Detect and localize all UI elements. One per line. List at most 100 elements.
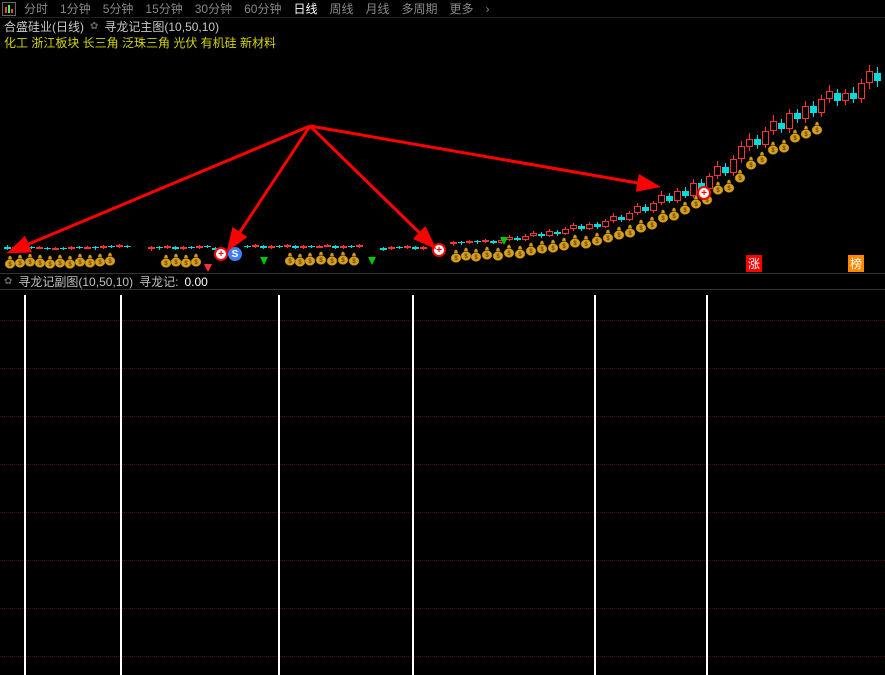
tab-10[interactable]: 更多 bbox=[444, 2, 480, 16]
candle bbox=[450, 242, 457, 244]
candle bbox=[116, 245, 123, 247]
candle bbox=[666, 196, 673, 201]
candle bbox=[714, 166, 721, 176]
sub-indicator-name: 寻龙记副图(10,50,10) bbox=[18, 273, 133, 290]
candle bbox=[84, 247, 91, 249]
tab-3[interactable]: 15分钟 bbox=[139, 2, 188, 16]
candle bbox=[546, 231, 553, 236]
candle bbox=[682, 191, 689, 196]
candle bbox=[28, 247, 35, 248]
candle bbox=[180, 247, 187, 249]
candle bbox=[60, 248, 67, 249]
sub-chart[interactable] bbox=[0, 289, 885, 675]
arrow-down-icon bbox=[204, 264, 212, 272]
candle bbox=[562, 229, 569, 234]
candle bbox=[396, 247, 403, 248]
candle bbox=[850, 93, 857, 99]
sector-tags: 化工 浙江板块 长三角 泛珠三角 光伏 有机硅 新材料 bbox=[0, 34, 885, 51]
grid-line bbox=[0, 608, 885, 609]
candle bbox=[754, 139, 761, 145]
candle bbox=[586, 224, 593, 229]
moneybag-icon: $ bbox=[348, 252, 360, 266]
tab-4[interactable]: 30分钟 bbox=[189, 2, 238, 16]
signal-marker: S bbox=[228, 247, 242, 261]
candle bbox=[674, 191, 681, 201]
candle bbox=[786, 113, 793, 129]
candle bbox=[530, 233, 537, 236]
candle bbox=[308, 246, 315, 247]
candle bbox=[874, 73, 881, 81]
candle bbox=[404, 246, 411, 248]
main-chart[interactable]: $$$$$$$$$$$$$$$$$$$$$$$$$$$$$$$$$$$$$$$$… bbox=[0, 51, 885, 273]
candle bbox=[722, 167, 729, 173]
candle bbox=[300, 246, 307, 248]
candle bbox=[204, 246, 211, 247]
tab-5[interactable]: 60分钟 bbox=[238, 2, 287, 16]
signal-marker: + bbox=[214, 247, 228, 261]
candle bbox=[332, 246, 339, 248]
candle bbox=[826, 91, 833, 99]
candle bbox=[538, 234, 545, 236]
candle bbox=[196, 246, 203, 248]
grid-line bbox=[0, 368, 885, 369]
candle bbox=[252, 245, 259, 247]
gear-icon[interactable]: ✿ bbox=[4, 276, 12, 287]
badge: 榜 bbox=[848, 255, 864, 272]
main-indicator-name: 寻龙记主图(10,50,10) bbox=[104, 18, 219, 35]
arrow-down-icon bbox=[260, 257, 268, 265]
candle bbox=[92, 247, 99, 248]
candle bbox=[770, 121, 777, 131]
tab-1[interactable]: 1分钟 bbox=[54, 2, 97, 16]
sub-value-label: 寻龙记: bbox=[139, 273, 178, 290]
candle bbox=[284, 245, 291, 247]
candle bbox=[490, 241, 497, 243]
candle bbox=[570, 225, 577, 229]
chart-type-icon[interactable] bbox=[2, 2, 16, 16]
gear-icon[interactable]: ✿ bbox=[90, 21, 98, 32]
tab-2[interactable]: 5分钟 bbox=[97, 2, 140, 16]
indicator-bar bbox=[412, 295, 414, 675]
candle bbox=[610, 216, 617, 221]
candle bbox=[650, 203, 657, 211]
signal-marker: + bbox=[697, 186, 711, 200]
candle bbox=[642, 207, 649, 211]
sub-header: ✿ 寻龙记副图(10,50,10) 寻龙记: 0.00 bbox=[0, 273, 885, 289]
tab-9[interactable]: 多周期 bbox=[396, 2, 444, 16]
candle bbox=[164, 246, 171, 248]
indicator-bar bbox=[24, 295, 26, 675]
candle bbox=[260, 246, 267, 248]
candle bbox=[380, 248, 387, 250]
candle bbox=[52, 248, 59, 250]
arrow-down-icon bbox=[500, 237, 508, 245]
tab-0[interactable]: 分时 bbox=[18, 2, 54, 16]
badge: 涨 bbox=[746, 255, 762, 272]
candle bbox=[794, 113, 801, 119]
grid-line bbox=[0, 320, 885, 321]
timeframe-tabs: 分时1分钟5分钟15分钟30分钟60分钟日线周线月线多周期更多› bbox=[0, 0, 885, 18]
candle bbox=[842, 93, 849, 101]
candle bbox=[76, 247, 83, 248]
indicator-bar bbox=[120, 295, 122, 675]
candle bbox=[412, 247, 419, 249]
grid-line bbox=[0, 512, 885, 513]
stock-name: 合盛硅业(日线) bbox=[4, 18, 84, 35]
candle bbox=[68, 247, 75, 249]
candle bbox=[420, 247, 427, 249]
candle bbox=[594, 224, 601, 227]
indicator-bar bbox=[278, 295, 280, 675]
candle bbox=[602, 221, 609, 227]
tab-8[interactable]: 月线 bbox=[360, 2, 396, 16]
candle bbox=[20, 246, 27, 248]
candle bbox=[626, 213, 633, 220]
candle bbox=[778, 123, 785, 129]
moneybag-icon: $ bbox=[734, 169, 746, 183]
candle bbox=[268, 246, 275, 248]
tab-6[interactable]: 日线 bbox=[287, 2, 323, 16]
sub-value: 0.00 bbox=[184, 275, 207, 289]
candle bbox=[738, 146, 745, 159]
tab-7[interactable]: 周线 bbox=[323, 2, 359, 16]
candle bbox=[36, 247, 43, 249]
tab-more-icon[interactable]: › bbox=[480, 2, 496, 16]
indicator-bar bbox=[706, 295, 708, 675]
candle bbox=[100, 246, 107, 248]
